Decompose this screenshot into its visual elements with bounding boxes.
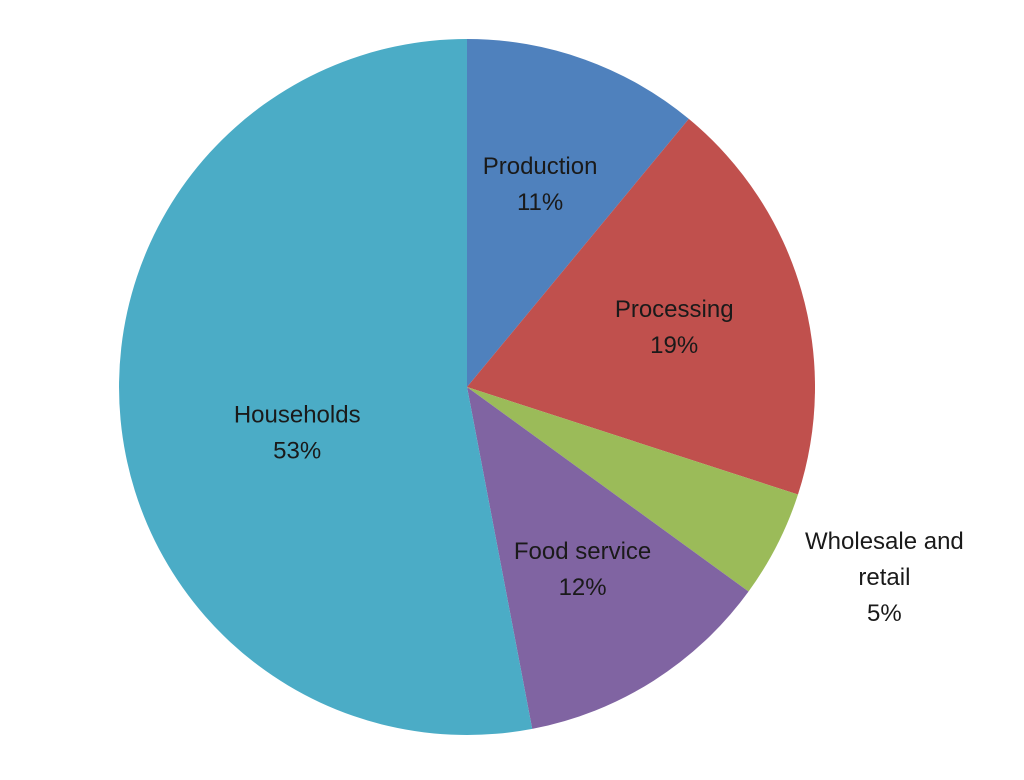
pie-slice-label: Processing 19% xyxy=(615,296,734,359)
pie-slice-label: Households 53% xyxy=(234,401,361,464)
pie-slice-category-label: Production xyxy=(483,153,598,180)
pie-slice-production xyxy=(467,39,689,387)
pie-slice-wholesale-and-retail xyxy=(467,387,798,592)
pie-slice-food-service xyxy=(467,387,749,729)
pie-slice-households xyxy=(119,39,533,735)
pie-slice-label: Food service 12% xyxy=(514,538,651,601)
pie-slice-category-label: Food service xyxy=(514,538,651,565)
pie-slice-value-label: 53% xyxy=(273,437,321,464)
pie-slice-processing xyxy=(467,118,816,495)
pie-slice-value-label: 11% xyxy=(517,189,563,216)
pie-slice-category-label: Wholesale and xyxy=(805,528,964,555)
pie-slice-label: Wholesale and retail 5% xyxy=(805,528,964,627)
pie-slice-category-label: Households xyxy=(234,401,361,428)
pie-slice-category-label: retail xyxy=(858,564,910,591)
pie-slice-value-label: 5% xyxy=(867,600,902,627)
pie-slice-value-label: 19% xyxy=(650,332,698,359)
pie-slice-label: Production 11% xyxy=(483,153,598,216)
pie-labels: Production 11% Processing 19% Wholesale and r… xyxy=(234,153,964,627)
pie-slice-category-label: Processing xyxy=(615,296,734,323)
pie-slice-value-label: 12% xyxy=(559,574,607,601)
pie-slices xyxy=(119,39,816,735)
